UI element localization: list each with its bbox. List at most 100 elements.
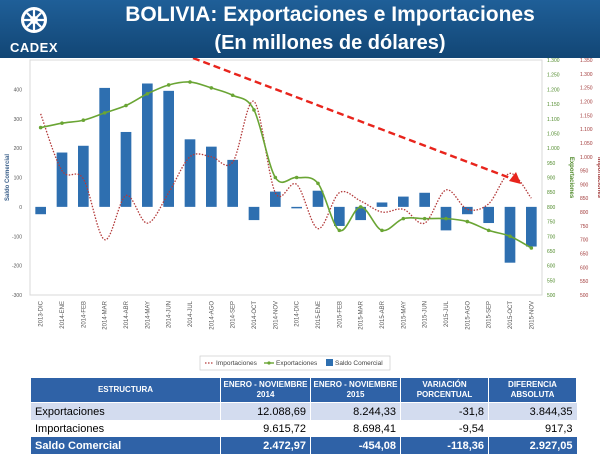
imports-tick-label: 1.300 xyxy=(580,72,593,78)
exports-point xyxy=(230,93,235,98)
imports-tick-label: 700 xyxy=(580,238,589,244)
category-label: 2014-OCT xyxy=(252,301,258,329)
exports-tick-label: 1.200 xyxy=(547,87,560,93)
exports-point xyxy=(60,121,64,125)
category-label: 2015-NOV xyxy=(529,301,535,329)
category-label: 2015-JUL xyxy=(444,300,450,327)
category-label: 2014-SEP xyxy=(231,301,237,328)
exports-point xyxy=(529,246,534,250)
trend-arrow-head-icon xyxy=(509,172,521,184)
exports-point xyxy=(508,234,512,239)
exports-point xyxy=(316,181,320,186)
exports-point xyxy=(486,228,491,233)
exports-point xyxy=(444,216,448,221)
table-row-total: Saldo Comercial 2.472,97 -454,08 -118,36… xyxy=(30,437,577,454)
exports-point xyxy=(124,103,128,108)
exports-point xyxy=(145,91,150,96)
exports-point xyxy=(380,228,384,233)
saldo-bar xyxy=(35,206,46,215)
category-label: 2015-MAR xyxy=(359,300,365,329)
cell-value: -9,54 xyxy=(400,420,489,437)
left-tick-label: -100 xyxy=(12,234,22,240)
saldo-bar xyxy=(227,159,238,207)
category-label: 2015-JUN xyxy=(423,301,429,328)
saldo-bar xyxy=(163,90,174,207)
cadex-logo: CADEX xyxy=(2,2,66,56)
category-label: 2015-FEB xyxy=(337,301,343,328)
header-estructura: ESTRUCTURA xyxy=(30,377,221,403)
legend-box xyxy=(199,355,391,371)
exports-tick-label: 650 xyxy=(547,249,556,255)
page-title: BOLIVIA: Exportaciones e Importaciones xyxy=(125,3,535,26)
saldo-bar xyxy=(56,152,68,207)
category-label: 2014-MAY xyxy=(145,301,151,329)
imports-tick-label: 1.250 xyxy=(580,86,593,92)
exports-point xyxy=(38,125,43,130)
saldo-bar xyxy=(184,139,196,207)
cell-value: 9.615,72 xyxy=(220,420,311,437)
category-label: 2015-ABR xyxy=(380,300,386,328)
plot-frame xyxy=(29,59,543,296)
imports-tick-label: 900 xyxy=(580,182,589,188)
cell-value: 2.472,97 xyxy=(220,437,311,454)
imports-line xyxy=(40,100,532,241)
left-tick-label: 400 xyxy=(14,87,23,93)
exports-tick-label: 1.300 xyxy=(547,58,560,64)
exports-tick-label: 750 xyxy=(547,220,556,226)
table-row: Exportaciones 12.088,69 8.244,33 -31,8 3… xyxy=(30,402,577,420)
exports-tick-label: 500 xyxy=(547,293,556,299)
page-subtitle: (En millones de dólares) xyxy=(214,32,446,54)
imports-tick-label: 550 xyxy=(580,279,589,285)
saldo-bar xyxy=(120,131,132,207)
imports-tick-label: 750 xyxy=(580,224,589,230)
table-row: Importaciones 9.615,72 8.698,41 -9,54 91… xyxy=(30,420,577,437)
category-label: 2014-AGO xyxy=(209,301,215,330)
category-label: 2015-MAY xyxy=(401,301,407,329)
exports-tick-label: 550 xyxy=(547,278,556,284)
left-axis-label: Saldo Comercial xyxy=(5,154,11,201)
left-tick-label: 300 xyxy=(14,117,23,123)
saldo-bar xyxy=(291,206,302,209)
exports-point xyxy=(401,216,406,221)
left-tick-label: -200 xyxy=(12,264,22,270)
category-label: 2014-MAR xyxy=(103,300,109,329)
left-tick-label: 100 xyxy=(14,176,23,182)
header-variacion: VARIACIÓN PORCENTUAL xyxy=(400,377,489,403)
saldo-bar xyxy=(270,191,281,207)
exports-axis-label: Exportaciones xyxy=(568,157,574,199)
left-tick-label: -300 xyxy=(12,293,22,299)
cell-value: 8.698,41 xyxy=(310,420,401,437)
exports-point xyxy=(81,118,86,123)
exports-tick-label: 1.050 xyxy=(547,131,560,137)
exports-point xyxy=(102,111,107,115)
saldo-bar xyxy=(312,190,324,207)
imports-tick-label: 1.350 xyxy=(580,58,593,64)
exports-point xyxy=(465,219,470,224)
saldo-bar xyxy=(248,206,260,221)
legend-label-saldo: Saldo Comercial xyxy=(335,360,383,367)
row-label: Saldo Comercial xyxy=(30,437,221,454)
cell-value: -118,36 xyxy=(400,437,489,454)
saldo-bar xyxy=(376,202,388,207)
cell-value: -31,8 xyxy=(400,402,489,420)
cell-value: 917,3 xyxy=(488,420,577,437)
exports-tick-label: 1.250 xyxy=(547,73,560,79)
header-banner: CADEX BOLIVIA: Exportaciones e Importaci… xyxy=(0,0,600,58)
saldo-bar xyxy=(334,206,345,226)
legend-label-exports: Exportaciones xyxy=(276,360,318,367)
header-2014: ENERO - NOVIEMBRE 2014 xyxy=(220,377,311,403)
cell-value: 2.927,05 xyxy=(488,437,577,454)
saldo-bar xyxy=(78,145,89,207)
exports-tick-label: 850 xyxy=(547,190,556,196)
legend-marker-exports xyxy=(267,361,271,365)
imports-tick-label: 600 xyxy=(580,265,589,271)
legend-label-imports: Importaciones xyxy=(216,360,258,367)
imports-tick-label: 650 xyxy=(580,252,589,258)
row-label: Importaciones xyxy=(30,420,221,437)
exports-tick-label: 700 xyxy=(547,234,556,240)
left-tick-label: 200 xyxy=(14,146,23,152)
exports-point xyxy=(358,205,363,209)
summary-table: ESTRUCTURA ENERO - NOVIEMBRE 2014 ENERO … xyxy=(30,377,577,454)
saldo-bar xyxy=(142,83,153,207)
category-label: 2014-FEB xyxy=(81,301,87,328)
